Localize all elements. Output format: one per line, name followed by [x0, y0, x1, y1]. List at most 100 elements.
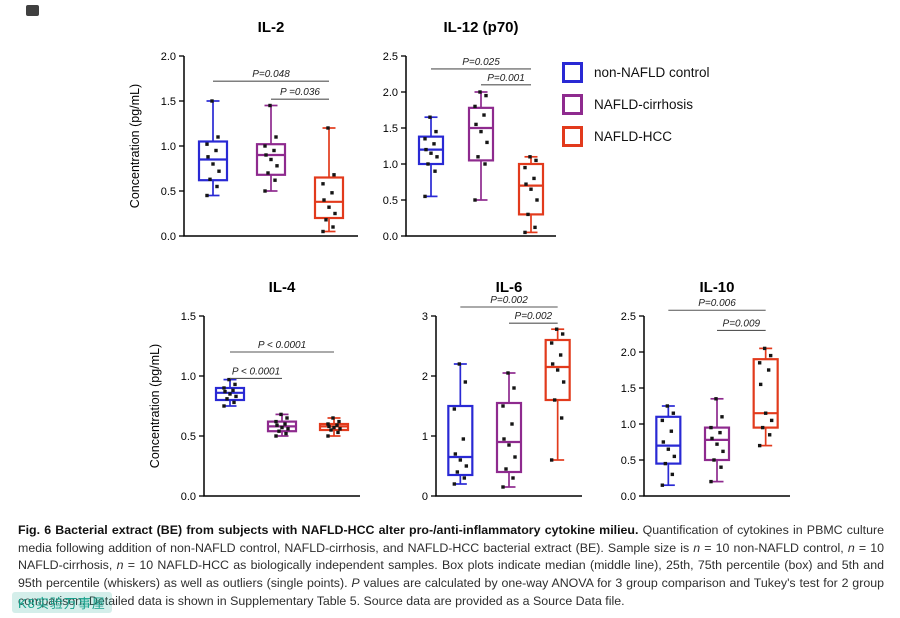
data-point	[433, 169, 437, 173]
data-point	[483, 162, 487, 166]
caption-segment: n	[693, 540, 701, 555]
y-tick-label: 0	[422, 491, 428, 503]
data-point	[532, 176, 536, 181]
data-point	[272, 148, 276, 153]
data-point	[455, 470, 460, 474]
caption-segment: Quantification of cytokines in PBMC cult…	[18, 523, 884, 555]
data-point	[461, 437, 466, 441]
data-point	[757, 443, 762, 448]
pvalue-annotation: P=0.002	[509, 311, 558, 324]
data-point	[263, 189, 267, 193]
data-point	[335, 423, 339, 427]
data-point	[661, 440, 666, 444]
data-point	[286, 427, 290, 431]
legend-item-cirrhosis: NAFLD-cirrhosis	[562, 94, 710, 115]
data-point	[452, 482, 457, 486]
data-point	[205, 193, 209, 198]
data-point	[327, 205, 331, 209]
data-point	[526, 212, 530, 217]
data-point	[264, 153, 268, 157]
box-cirrhosis	[266, 412, 298, 438]
data-point	[552, 398, 557, 402]
data-point	[263, 144, 267, 148]
panel-il4: IL-4 0.0 0.5 1.0 1.5 Concentration (pg/mL) P <…	[146, 266, 368, 518]
boxplot-svg-il-12-p70-: IL-12 (p70) 0.0 0.5 1.0 1.5 2.0 2.5 P=0.025 P=0.…	[383, 19, 556, 243]
box-hcc	[318, 416, 350, 438]
data-point	[510, 422, 514, 426]
data-point	[321, 229, 325, 234]
data-point	[558, 353, 563, 357]
data-point	[234, 394, 238, 399]
box-control	[214, 377, 246, 408]
caption-segment: = 10 NAFLD-cirrhosis,	[18, 540, 884, 573]
y-tick-label: 1.5	[621, 383, 636, 395]
data-point	[712, 458, 716, 462]
y-tick-label: 1	[422, 431, 428, 443]
pvalue-label: P=0.002	[490, 295, 528, 306]
data-point	[529, 187, 533, 191]
data-point	[266, 171, 270, 175]
y-tick-label: 0.5	[621, 455, 636, 467]
data-point	[217, 169, 221, 173]
box-control	[655, 404, 682, 487]
data-point	[324, 218, 328, 222]
data-point	[710, 436, 714, 441]
pvalue-label: P=0.025	[462, 57, 500, 68]
data-point	[284, 431, 288, 436]
legend-label-control: non-NAFLD control	[594, 65, 710, 80]
data-point	[336, 430, 340, 435]
box-control	[417, 115, 445, 199]
data-point	[435, 155, 439, 159]
data-point	[432, 142, 436, 146]
y-tick-label: 2.0	[383, 87, 398, 99]
data-point	[523, 165, 527, 170]
box-cirrhosis	[495, 371, 523, 489]
data-point	[549, 341, 554, 345]
boxplot-svg-il-4: IL-4 0.0 0.5 1.0 1.5 Concentration (pg/mL) P <…	[148, 279, 360, 503]
data-point	[215, 184, 219, 189]
data-point	[660, 483, 665, 487]
data-point	[559, 416, 564, 420]
data-point	[210, 99, 214, 103]
data-point	[329, 428, 333, 432]
legend-item-control: non-NAFLD control	[562, 62, 710, 83]
data-point	[511, 476, 515, 480]
data-point	[223, 389, 227, 394]
data-point	[554, 327, 559, 331]
y-tick-label: 2.5	[383, 51, 398, 63]
y-axis-label: Concentration (pg/mL)	[128, 84, 142, 208]
pvalue-annotation: P=0.001	[481, 73, 531, 86]
data-point	[549, 458, 554, 462]
pvalue-label: P < 0.0001	[258, 340, 306, 351]
pvalue-label: P=0.002	[515, 311, 553, 322]
data-point	[482, 113, 486, 117]
y-tick-label: 2	[422, 371, 428, 383]
box-control	[447, 362, 474, 486]
pvalue-annotation: P < 0.0001	[230, 366, 282, 379]
data-point	[429, 151, 433, 155]
data-point	[769, 418, 774, 423]
y-tick-label: 1.0	[383, 159, 398, 171]
box-hcc	[517, 155, 545, 235]
box-cirrhosis	[255, 103, 287, 193]
data-point	[485, 140, 489, 145]
data-point	[663, 461, 668, 466]
pvalue-label: P=0.009	[723, 318, 761, 329]
panel-il6: IL-6 0 1 2 3 P=0.002 P=0.002	[398, 266, 590, 518]
y-tick-label: 0.5	[181, 431, 196, 443]
data-point	[719, 465, 723, 469]
data-point	[715, 442, 719, 446]
data-point	[670, 472, 675, 477]
data-point	[760, 425, 765, 430]
y-tick-label: 0.0	[181, 491, 196, 503]
data-point	[512, 386, 516, 390]
data-point	[660, 418, 665, 423]
pvalue-label: P=0.001	[487, 73, 525, 84]
data-point	[277, 429, 281, 433]
data-point	[330, 191, 334, 195]
pvalue-label: P=0.048	[252, 69, 290, 80]
data-point	[523, 230, 527, 235]
data-point	[211, 162, 215, 166]
data-point	[326, 422, 330, 426]
data-point	[561, 380, 566, 384]
